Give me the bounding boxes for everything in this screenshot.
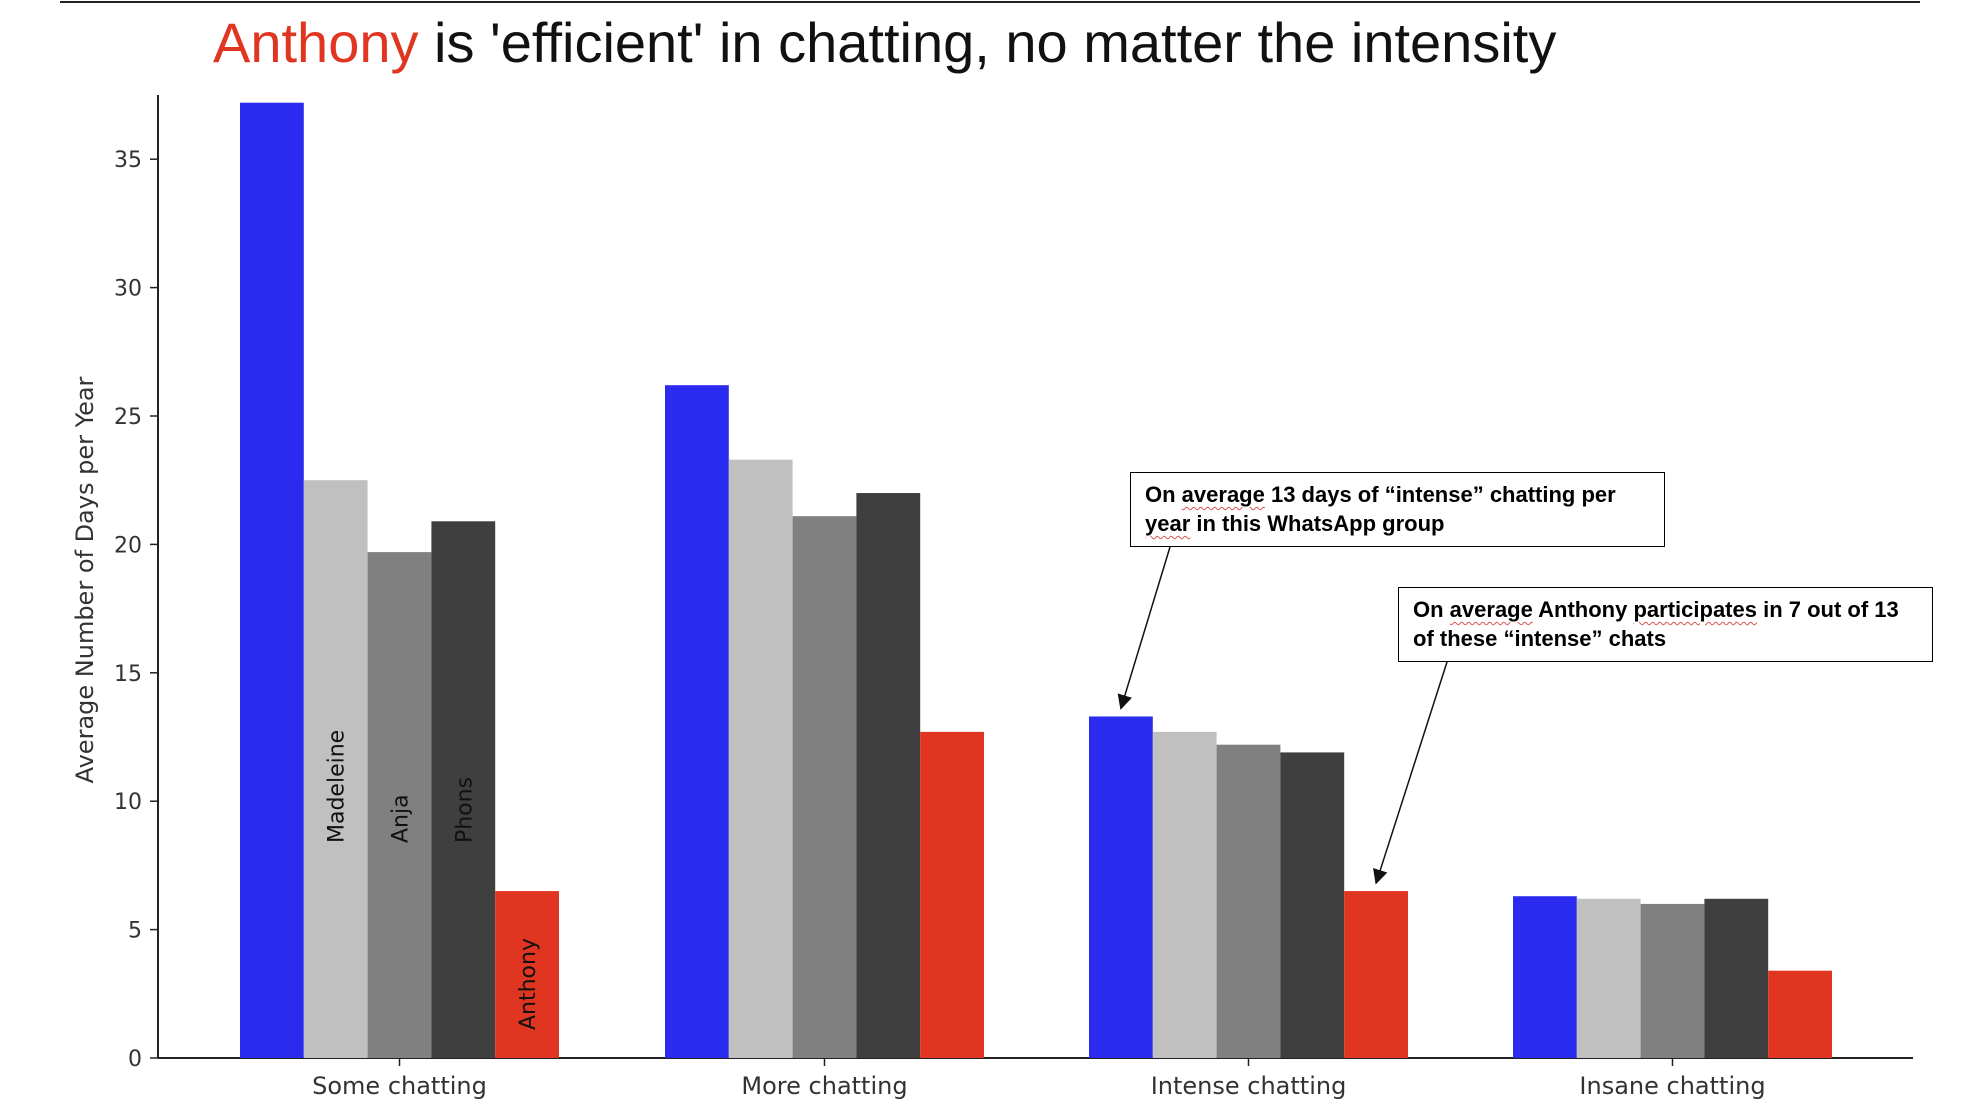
annotation-text: On xyxy=(1145,482,1182,507)
y-tick-label: 30 xyxy=(114,277,142,302)
annotation-intense-average: On average 13 days of “intense” chatting… xyxy=(1130,472,1665,547)
annotation-anthony-participation: On average Anthony participates in 7 out… xyxy=(1398,587,1933,662)
annotation-text: in this WhatsApp group xyxy=(1190,511,1445,536)
annotation-text: average xyxy=(1449,597,1533,622)
y-tick-label: 0 xyxy=(128,1047,142,1072)
bar xyxy=(1152,731,1217,1058)
x-tick-label: Intense chatting xyxy=(1151,1072,1347,1100)
bar xyxy=(1089,716,1153,1058)
bar xyxy=(367,552,432,1058)
series-label: Phons xyxy=(452,777,477,843)
bar xyxy=(495,891,559,1058)
annotation-text: average xyxy=(1181,482,1265,507)
y-tick-label: 15 xyxy=(114,662,142,687)
annotation-text: Anthony xyxy=(1532,597,1634,622)
bar xyxy=(303,480,368,1058)
y-axis-label: Average Number of Days per Year xyxy=(71,376,99,783)
bar xyxy=(1280,752,1345,1058)
annotation-arrow xyxy=(1117,546,1171,710)
bar xyxy=(1576,898,1641,1058)
bar xyxy=(1344,891,1408,1058)
annotation-text: participates xyxy=(1633,597,1757,622)
bar xyxy=(665,385,729,1059)
chart-title-highlight: Anthony xyxy=(213,11,419,74)
bar xyxy=(792,516,857,1058)
bar xyxy=(1216,744,1281,1058)
y-tick-label: 25 xyxy=(114,405,142,430)
y-tick-label: 5 xyxy=(128,919,142,944)
bar xyxy=(1640,903,1705,1058)
y-tick-label: 35 xyxy=(114,148,142,173)
bar xyxy=(431,521,496,1058)
bar xyxy=(728,459,793,1058)
annotation-text: 13 days of “intense” chatting per xyxy=(1264,482,1616,507)
series-label: Madeleine xyxy=(325,730,350,843)
bar xyxy=(920,731,984,1058)
x-tick-label: Insane chatting xyxy=(1579,1072,1765,1100)
annotation-arrow xyxy=(1373,661,1448,885)
chart-title-rest: is 'efficient' in chatting, no matter th… xyxy=(419,11,1557,74)
bar xyxy=(1704,898,1769,1058)
plot-area: 0 5 10 15 20 25 30 35 Average Number of Days per… xyxy=(71,95,1913,1100)
x-tick-label: More chatting xyxy=(741,1072,907,1100)
y-tick-label: 20 xyxy=(114,533,142,558)
series-label: Anthony xyxy=(516,938,541,1030)
annotation-text: On xyxy=(1413,597,1450,622)
bar xyxy=(240,102,304,1059)
chart-title: Anthony is 'efficient' in chatting, no m… xyxy=(213,11,1556,74)
bar xyxy=(856,493,921,1058)
bar xyxy=(1768,970,1832,1058)
x-tick-label: Some chatting xyxy=(312,1072,487,1100)
annotation-text: year xyxy=(1145,511,1191,536)
annotation-text: in 7 out of 13 of these “intense” chats xyxy=(1413,597,1899,651)
y-tick-label: 10 xyxy=(114,790,142,815)
bar xyxy=(1513,896,1577,1058)
series-label: Anja xyxy=(389,794,414,843)
